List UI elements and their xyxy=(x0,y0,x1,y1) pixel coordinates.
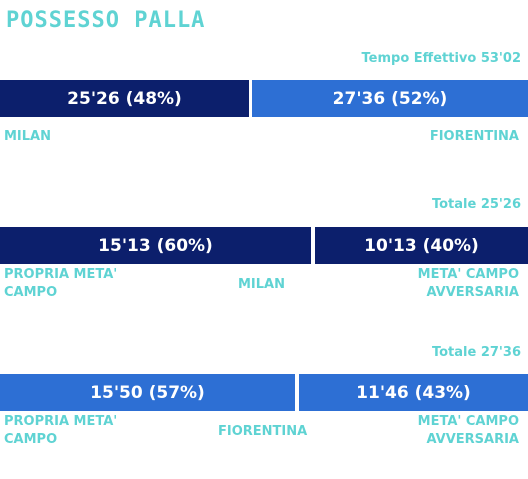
milan-own-half-bar: 15'13 (60%) xyxy=(0,227,311,264)
fiorentina-total: Totale 27'36 xyxy=(431,345,521,360)
page-title: POSSESSO PALLA xyxy=(6,8,206,33)
team-label-fiorentina: FIORENTINA xyxy=(218,424,308,439)
milan-possession-bar: 25'26 (48%) xyxy=(0,80,249,117)
fiorentina-opponent-half-bar: 11'46 (43%) xyxy=(299,374,528,411)
opponent-half-label-line2: AVVERSARIA xyxy=(426,285,519,300)
fiorentina-possession-bar: 27'36 (52%) xyxy=(252,80,528,117)
own-half-label-line1: PROPRIA META' xyxy=(4,267,118,282)
own-half-label-line2: CAMPO xyxy=(4,285,58,300)
team-label-fiorentina: FIORENTINA xyxy=(429,129,519,144)
fiorentina-own-half-bar: 15'50 (57%) xyxy=(0,374,295,411)
milan-opponent-half-bar: 10'13 (40%) xyxy=(315,227,528,264)
opponent-half-label-line1: META' CAMPO xyxy=(417,414,519,429)
milan-total: Totale 25'26 xyxy=(431,197,521,212)
effective-time-total: Tempo Effettivo 53'02 xyxy=(361,51,521,66)
opponent-half-label-line1: META' CAMPO xyxy=(417,267,519,282)
own-half-label-line1: PROPRIA META' xyxy=(4,414,118,429)
own-half-label-line2: CAMPO xyxy=(4,432,58,447)
team-label-milan: MILAN xyxy=(238,277,285,292)
team-label-milan: MILAN xyxy=(4,129,51,144)
opponent-half-label-line2: AVVERSARIA xyxy=(426,432,519,447)
